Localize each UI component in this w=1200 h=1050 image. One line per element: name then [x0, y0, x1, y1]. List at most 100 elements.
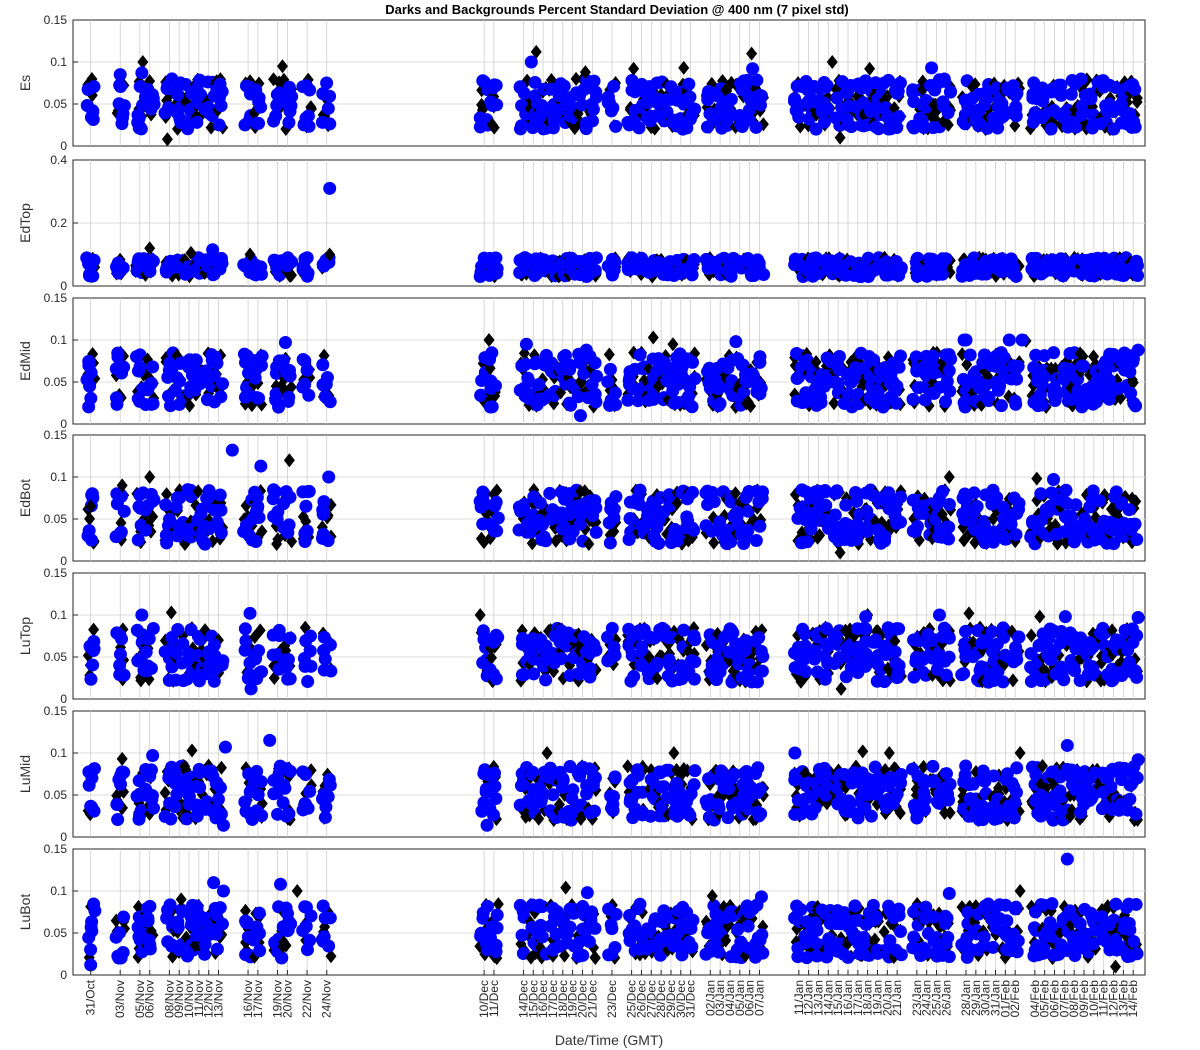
background-marker	[942, 650, 956, 664]
background-marker	[1034, 487, 1048, 501]
dark-marker	[943, 470, 955, 484]
background-marker	[603, 536, 617, 550]
background-marker	[208, 395, 222, 409]
dark-marker	[579, 65, 591, 80]
background-marker	[301, 674, 315, 688]
background-marker	[207, 267, 221, 281]
background-marker	[588, 387, 602, 401]
background-marker	[1009, 397, 1023, 411]
background-marker	[800, 535, 814, 549]
background-marker	[800, 353, 814, 367]
background-marker	[519, 337, 533, 351]
background-marker	[995, 97, 1009, 111]
dark-marker	[1105, 502, 1117, 517]
background-marker	[490, 98, 504, 112]
background-marker	[817, 76, 831, 90]
background-marker	[573, 409, 587, 423]
background-marker	[320, 76, 334, 90]
background-marker	[1033, 388, 1047, 402]
background-marker	[147, 97, 161, 111]
background-marker	[522, 374, 536, 388]
background-marker	[622, 373, 636, 387]
background-marker	[932, 608, 946, 622]
dark-marker	[628, 61, 640, 76]
background-marker	[710, 361, 724, 375]
background-marker	[1064, 654, 1078, 668]
y-tick-label: 0	[60, 279, 67, 293]
background-marker	[585, 377, 599, 391]
background-marker	[607, 79, 621, 93]
background-marker	[1044, 499, 1058, 513]
background-marker	[542, 388, 556, 402]
y-tick-label: 0.15	[44, 704, 68, 718]
background-marker	[191, 630, 205, 644]
background-marker	[755, 492, 769, 506]
background-marker	[682, 77, 696, 91]
background-marker	[172, 397, 186, 411]
background-marker	[625, 73, 639, 87]
background-marker	[821, 640, 835, 654]
y-tick-label: 0.05	[44, 375, 68, 389]
background-marker	[680, 492, 694, 506]
background-marker	[1043, 622, 1057, 636]
background-marker	[238, 118, 252, 132]
background-marker	[1129, 258, 1143, 272]
background-marker	[818, 103, 832, 117]
background-marker	[283, 369, 297, 383]
y-tick-label: 0	[60, 139, 67, 153]
background-marker	[978, 378, 992, 392]
y-tick-label: 0	[60, 830, 67, 844]
background-marker	[321, 534, 335, 548]
background-marker	[131, 654, 145, 668]
dark-marker	[835, 681, 847, 696]
background-marker	[489, 495, 503, 509]
background-marker	[243, 606, 257, 620]
background-marker	[660, 93, 674, 107]
background-marker	[991, 121, 1005, 135]
y-tick-label: 0.05	[44, 512, 68, 526]
dark-marker	[583, 536, 595, 551]
background-marker	[942, 364, 956, 378]
dark-marker	[1131, 95, 1143, 110]
y-tick-label: 0.4	[50, 153, 67, 167]
background-marker	[512, 523, 526, 537]
dark-marker	[828, 396, 840, 411]
background-marker	[917, 266, 931, 280]
background-marker	[579, 343, 593, 357]
background-marker	[936, 484, 950, 498]
background-marker	[1009, 102, 1023, 116]
background-marker	[967, 367, 981, 381]
dark-marker	[526, 536, 538, 551]
background-marker	[685, 400, 699, 414]
background-marker	[798, 395, 812, 409]
background-marker	[740, 489, 754, 503]
background-marker	[632, 627, 646, 641]
background-marker	[487, 266, 501, 280]
data-area	[81, 443, 1144, 560]
background-marker	[546, 121, 560, 135]
y-tick-label: 0.1	[50, 333, 67, 347]
background-marker	[1034, 637, 1048, 651]
background-marker	[732, 657, 746, 671]
background-marker	[1074, 72, 1088, 86]
background-marker	[888, 384, 902, 398]
background-marker	[1086, 640, 1100, 654]
y-axis-label: Es	[17, 75, 33, 91]
background-marker	[858, 74, 872, 88]
background-marker	[213, 253, 227, 267]
background-marker	[524, 55, 538, 69]
dark-marker	[137, 55, 149, 69]
background-marker	[892, 110, 906, 124]
background-marker	[636, 521, 650, 535]
background-marker	[709, 673, 723, 687]
background-marker	[635, 640, 649, 654]
background-marker	[300, 363, 314, 377]
background-marker	[1009, 88, 1023, 102]
background-marker	[1024, 674, 1038, 688]
background-marker	[893, 349, 907, 363]
background-marker	[818, 668, 832, 682]
dark-marker	[889, 634, 901, 649]
background-marker	[110, 397, 124, 411]
background-marker	[603, 362, 617, 376]
background-marker	[132, 111, 146, 125]
